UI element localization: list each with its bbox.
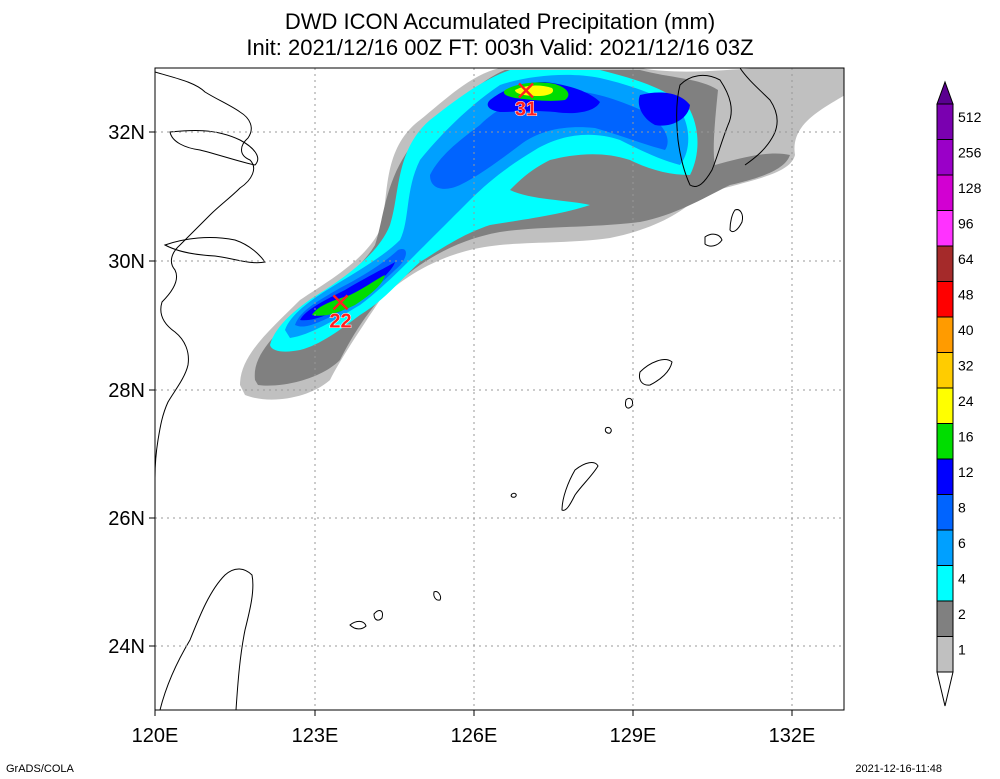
footer-credit: GrADS/COLA	[6, 763, 74, 775]
x-tick-label: 126E	[451, 725, 498, 747]
colorbar-label: 6	[958, 535, 966, 551]
maxima-markers: 31 22	[329, 82, 538, 333]
colorbar-swatch	[936, 565, 954, 602]
colorbar-label: 96	[958, 216, 974, 232]
colorbar-label: 256	[958, 145, 982, 161]
yangtze-outline	[169, 130, 259, 166]
colorbar-label: 48	[958, 287, 974, 303]
y-tick-label: 26N	[108, 508, 145, 530]
footer-timestamp: 2021-12-16-11:48	[855, 763, 942, 775]
coastlines	[155, 68, 778, 710]
colorbar-label: 40	[958, 322, 974, 338]
colorbar-swatch	[936, 636, 954, 673]
precip-12mm-area	[300, 82, 690, 321]
colorbar-label: 16	[958, 429, 974, 445]
colorbar-label: 24	[958, 393, 974, 409]
y-tick-label: 30N	[108, 251, 145, 273]
max-marker: 22	[329, 294, 352, 333]
plot-frame	[154, 67, 845, 711]
x-tick-label: 120E	[132, 725, 179, 747]
tanegashima	[729, 209, 743, 233]
hangzhou-bay	[163, 237, 266, 264]
colorbar-swatch	[936, 423, 954, 460]
kyushu-coastline	[676, 74, 732, 187]
y-tick-label: 28N	[108, 380, 145, 402]
colorbar-swatch	[936, 210, 954, 247]
amami-island	[639, 359, 673, 386]
colorbar-swatch	[936, 281, 954, 318]
colorbar-swatch	[936, 174, 954, 211]
x-tick-label: 123E	[292, 725, 339, 747]
colorbar-swatch	[936, 139, 954, 176]
colorbar-label: 1	[958, 642, 966, 658]
colorbar-label: 4	[958, 571, 966, 587]
colorbar-label: 32	[958, 358, 974, 374]
y-tick-label: 32N	[108, 122, 145, 144]
precip-1mm-patch	[726, 88, 762, 110]
colorbar-label: 8	[958, 500, 966, 516]
colorbar-top-arrow	[936, 80, 954, 105]
yakushima	[704, 233, 723, 247]
okinawa-island	[561, 462, 599, 511]
tokunoshima	[625, 397, 633, 409]
japan-coast-east	[739, 68, 778, 166]
map-title: DWD ICON Accumulated Precipitation (mm)	[284, 9, 716, 34]
miyako-island	[433, 591, 441, 601]
precipitation-field	[240, 68, 844, 400]
y-tick-label: 24N	[108, 636, 145, 658]
colorbar-label: 2	[958, 606, 966, 622]
colorbar-swatch	[936, 529, 954, 566]
axis-ticks	[149, 131, 793, 716]
max-value-label: 31	[515, 98, 537, 120]
china-coastline	[155, 71, 255, 479]
max-value-label: 22	[329, 310, 351, 332]
colorbar-label: 12	[958, 464, 974, 480]
map-subtitle: Init: 2021/12/16 00Z FT: 003h Valid: 202…	[246, 35, 754, 60]
colorbar-swatch	[936, 103, 954, 140]
ishigaki-island	[349, 620, 367, 630]
colorbar-swatch	[936, 352, 954, 389]
x-tick-label: 129E	[610, 725, 657, 747]
colorbar-bottom-arrow	[936, 671, 954, 707]
gridlines	[155, 68, 844, 710]
colorbar-swatch	[936, 600, 954, 637]
colorbar-swatch	[936, 387, 954, 424]
taiwan-coastline	[159, 568, 254, 710]
okinoerabu	[604, 427, 612, 434]
iriomote-island	[373, 610, 383, 621]
x-tick-label: 132E	[769, 725, 816, 747]
colorbar-label: 64	[958, 251, 974, 267]
colorbar-label: 128	[958, 180, 982, 196]
colorbar-label: 512	[958, 109, 982, 125]
colorbar-swatch	[936, 316, 954, 353]
colorbar-swatch	[936, 458, 954, 495]
colorbar-swatch	[936, 245, 954, 282]
colorbar-swatch	[936, 494, 954, 531]
small-island-a	[510, 492, 517, 498]
max-marker: 31	[514, 82, 538, 121]
